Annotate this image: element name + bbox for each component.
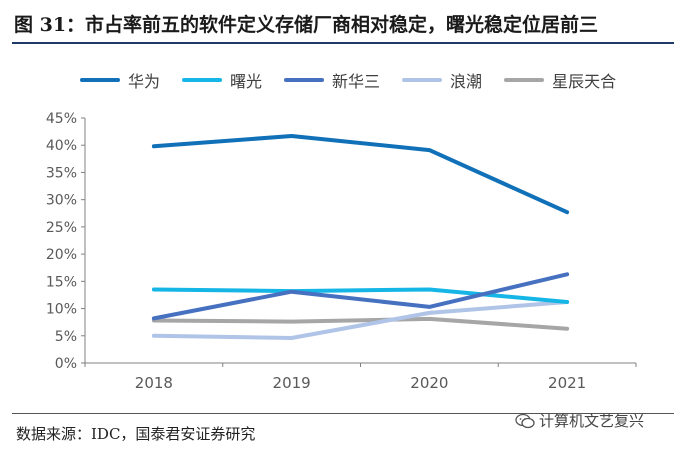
legend-swatch <box>504 78 545 82</box>
x-tick-label: 2018 <box>135 374 173 392</box>
y-tick-label: 5% <box>55 329 77 345</box>
watermark: 计算机文艺复兴 <box>515 410 644 431</box>
legend-item-h3c: 新华三 <box>284 68 380 92</box>
legend-item-sugon: 曙光 <box>182 68 262 92</box>
y-tick-label: 40% <box>46 138 77 154</box>
series-line-4 <box>151 316 570 331</box>
y-tick-label: 20% <box>46 247 77 263</box>
y-tick-label: 10% <box>46 302 77 318</box>
title-divider <box>12 42 674 44</box>
y-tick-label: 15% <box>46 274 77 290</box>
legend-swatch <box>182 78 223 82</box>
watermark-text: 计算机文艺复兴 <box>539 412 645 430</box>
legend-item-huawei: 华为 <box>80 68 160 92</box>
series-line-3 <box>151 300 570 340</box>
legend-swatch <box>80 78 120 82</box>
legend-label: 华为 <box>128 72 161 91</box>
y-tick-label: 30% <box>46 193 77 209</box>
series-line-0 <box>151 134 570 215</box>
y-tick-label: 45% <box>46 111 77 127</box>
legend-label: 曙光 <box>230 72 263 91</box>
footer-divider <box>12 413 674 414</box>
x-tick-label: 2020 <box>410 374 448 392</box>
chart-legend: 华为 曙光 新华三 浪潮 星辰天合 <box>80 68 638 92</box>
legend-item-xsky: 星辰天合 <box>504 68 616 92</box>
x-tick-label: 2019 <box>273 374 311 392</box>
series-line-1 <box>151 287 570 304</box>
legend-label: 星辰天合 <box>552 72 617 91</box>
y-tick-label: 25% <box>46 220 77 236</box>
legend-swatch <box>284 78 325 82</box>
x-tick-label: 2021 <box>548 374 586 392</box>
y-tick-label: 35% <box>46 165 77 181</box>
figure-title: 图 31：市占率前五的软件定义存储厂商相对稳定，曙光稳定位居前三 <box>14 14 599 36</box>
legend-label: 新华三 <box>332 72 381 91</box>
legend-item-inspur: 浪潮 <box>402 68 482 92</box>
legend-label: 浪潮 <box>450 72 483 91</box>
series-line-2 <box>151 272 570 321</box>
y-tick-label: 0% <box>55 356 77 372</box>
source-note: 数据来源：IDC，国泰君安证券研究 <box>16 425 256 443</box>
legend-swatch <box>402 78 443 82</box>
wechat-icon <box>515 413 535 428</box>
